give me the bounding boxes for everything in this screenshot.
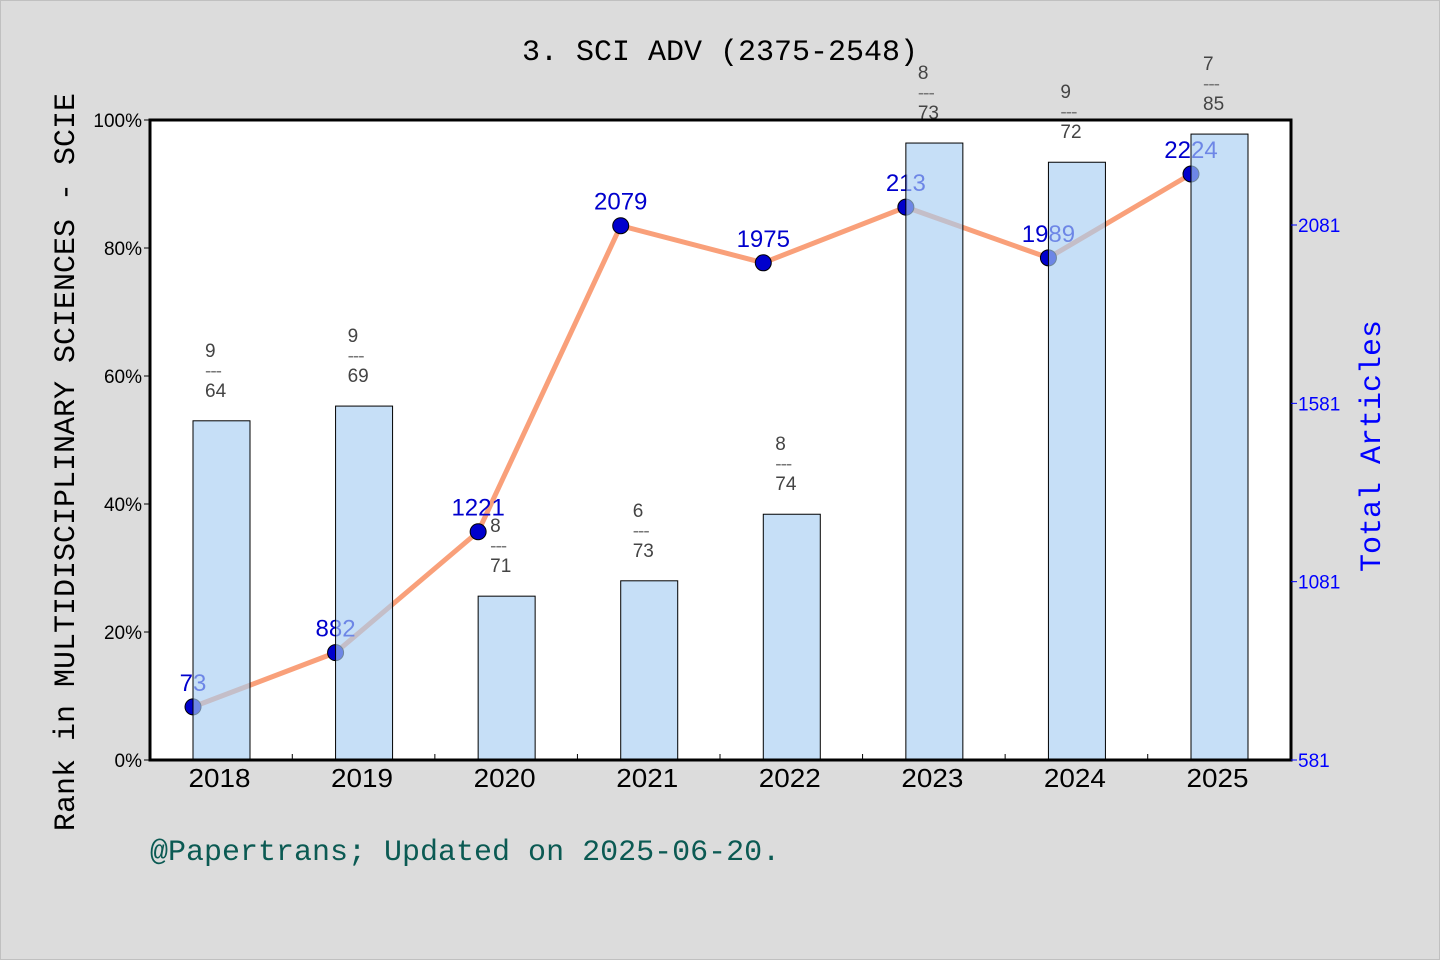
left-tick-label: 100% [93,111,142,132]
left-tick-label: 80% [104,239,142,260]
rank-denominator: 64 [205,381,227,402]
articles-value-label: 2079 [594,189,647,216]
x-tick-label: 2020 [474,763,536,793]
rank-denominator: 72 [1060,122,1081,143]
x-tick-label: 2022 [759,763,821,793]
rank-separator: --- [1203,74,1220,95]
rank-separator: --- [1060,102,1077,123]
data-point-marker [754,254,772,272]
rank-bar [620,580,679,761]
x-tick-label: 2021 [616,763,678,793]
footer-credit: @Papertrans; Updated on 2025-06-20. [150,836,781,870]
x-tick-label: 2018 [189,763,251,793]
right-tick-label: 1081 [1298,573,1340,594]
x-tick-label: 2025 [1187,763,1249,793]
rank-denominator: 71 [490,556,511,577]
rank-bar [762,513,821,761]
rank-numerator: 8 [775,434,786,455]
rank-bar [905,142,964,761]
chart-title: 3. SCI ADV (2375-2548) [521,36,919,70]
rank-bar [477,595,536,761]
rank-numerator: 8 [490,516,501,537]
right-tick-label: 2081 [1298,216,1340,237]
x-tick-label: 2023 [901,763,963,793]
left-tick-label: 20% [104,623,142,644]
articles-value-label: 1221 [451,495,504,522]
rank-separator: --- [775,454,792,475]
rank-denominator: 74 [775,474,797,495]
x-tick-label: 2024 [1044,763,1106,793]
rank-bar [335,405,394,761]
rank-numerator: 9 [205,341,216,362]
left-tick-label: 40% [104,495,142,516]
x-tick-label: 2019 [331,763,393,793]
rank-separator: --- [918,83,935,104]
rank-denominator: 73 [633,541,654,562]
left-tick-label: 0% [115,751,143,772]
data-point-marker [469,523,487,541]
rank-separator: --- [490,536,507,557]
rank-numerator: 9 [348,326,359,347]
rank-numerator: 6 [633,501,644,522]
rank-denominator: 85 [1203,94,1224,115]
rank-bar [1047,161,1106,761]
rank-denominator: 69 [348,366,369,387]
right-tick-label: 1581 [1298,394,1340,415]
rank-bar [192,420,251,761]
rank-numerator: 9 [1060,82,1071,103]
data-point-marker [612,217,630,235]
rank-separator: --- [348,346,365,367]
rank-numerator: 8 [918,63,929,84]
rank-numerator: 7 [1203,54,1214,75]
rank-separator: --- [633,521,650,542]
left-tick-label: 60% [104,367,142,388]
rank-separator: --- [205,361,222,382]
right-tick-label: 581 [1298,751,1330,772]
rank-bar [1190,133,1249,761]
articles-value-label: 1975 [737,226,790,253]
